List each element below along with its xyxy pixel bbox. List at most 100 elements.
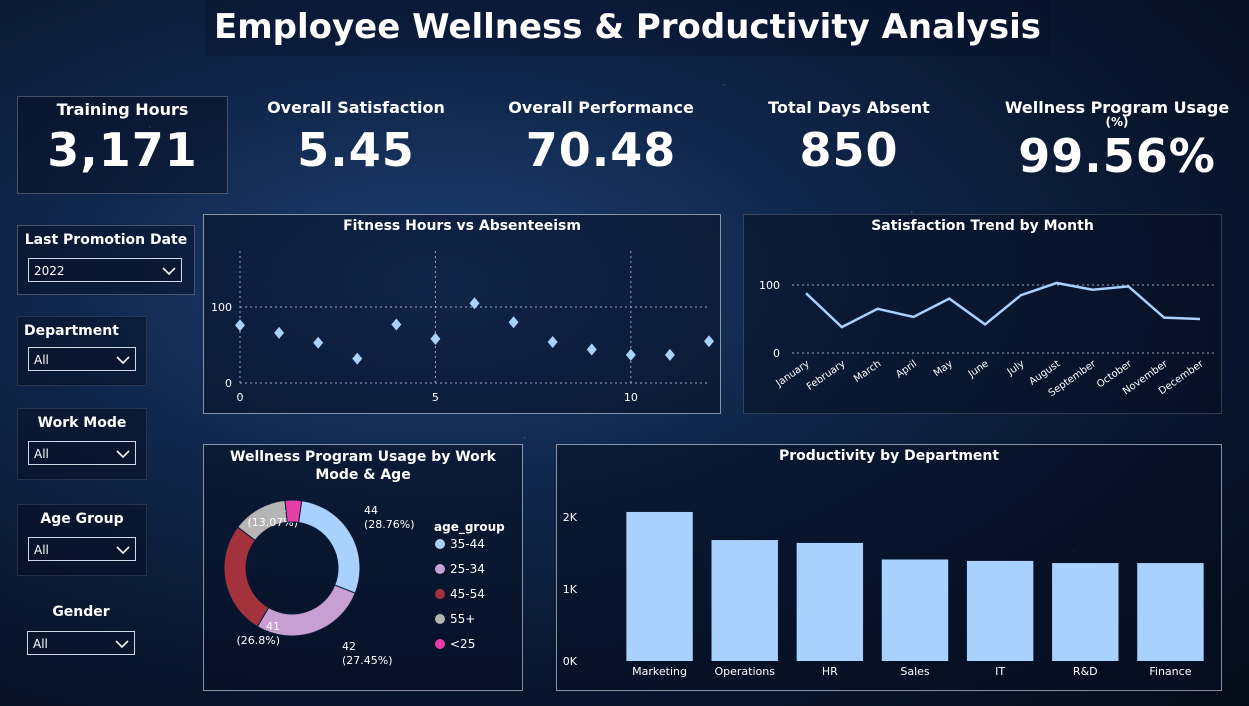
filter-label: Last Promotion Date xyxy=(24,232,188,248)
filter-department: Department All xyxy=(17,316,147,386)
legend-swatch xyxy=(435,639,445,649)
filter-work-mode: Work Mode All xyxy=(17,408,147,480)
y-tick-label: 2K xyxy=(563,511,578,524)
filter-label: Department xyxy=(24,323,119,339)
filter-gender: Gender All xyxy=(17,598,145,660)
x-tick-label: Sales xyxy=(900,665,930,678)
chevron-down-icon xyxy=(115,640,129,649)
x-tick-label: July xyxy=(1005,358,1027,378)
scatter-point xyxy=(586,343,597,356)
chevron-down-icon xyxy=(116,546,130,555)
legend-swatch xyxy=(435,589,445,599)
scatter-point xyxy=(352,352,363,365)
scatter-point xyxy=(508,316,519,329)
kpi-value: 3,171 xyxy=(47,123,198,177)
kpi-value: 850 xyxy=(799,123,899,177)
slice-percent-label: (13.07%) xyxy=(247,516,298,529)
legend-label: 35-44 xyxy=(450,537,485,551)
legend-swatch xyxy=(435,614,445,624)
legend-label: 45-54 xyxy=(450,587,485,601)
dropdown-value: All xyxy=(34,543,49,557)
y-tick-label: 0K xyxy=(563,655,578,668)
scatter-point xyxy=(313,336,324,349)
donut-chart: 44(28.76%)42(27.45%)41(26.8%)20(13.07%)a… xyxy=(223,499,505,667)
x-tick-label: June xyxy=(966,358,991,380)
satisfaction-trend-panel: Satisfaction Trend by Month 0 100 January F… xyxy=(743,214,1222,414)
x-tick-label: HR xyxy=(822,665,838,678)
kpi-value: 70.48 xyxy=(525,123,677,177)
kpi-sublabel: (%) xyxy=(1105,115,1129,129)
promotion-date-dropdown[interactable]: 2022 xyxy=(28,258,182,282)
filter-label: Gender xyxy=(52,604,110,620)
bar xyxy=(626,511,693,661)
legend-label: <25 xyxy=(450,637,475,651)
page-title: Employee Wellness & Productivity Analysi… xyxy=(205,0,1050,56)
bar xyxy=(1137,563,1204,661)
scatter-point xyxy=(469,297,480,310)
scatter-point xyxy=(625,348,636,361)
series-line xyxy=(805,281,1201,329)
chart-title: Productivity by Department xyxy=(778,448,1000,464)
bar-chart: 0K 1K 2K Marketing Operations HR Sales IT R&D Fin… xyxy=(563,511,1204,678)
kpi-overall-satisfaction: Overall Satisfaction 5.45 xyxy=(256,96,456,192)
scatter-point xyxy=(235,319,245,332)
y-tick-label: 0 xyxy=(773,347,780,360)
kpi-total-days-absent: Total Days Absent 850 xyxy=(749,96,949,192)
department-dropdown[interactable]: All xyxy=(28,347,136,371)
x-tick-label: March xyxy=(852,358,883,384)
slice-value-label: 42 xyxy=(342,640,356,653)
y-tick-label: 1K xyxy=(563,583,578,596)
scatter-point xyxy=(547,335,558,348)
kpi-label: Overall Satisfaction xyxy=(267,98,445,117)
kpi-value: 5.45 xyxy=(297,123,415,177)
x-tick-label: IT xyxy=(995,665,1005,678)
x-tick-label: May xyxy=(932,358,955,379)
bar xyxy=(711,540,778,661)
dropdown-value: 2022 xyxy=(34,264,65,278)
slice-percent-label: (28.76%) xyxy=(364,518,415,531)
gender-dropdown[interactable]: All xyxy=(27,631,135,655)
chart-title: Fitness Hours vs Absenteeism xyxy=(343,218,581,234)
legend-label: 55+ xyxy=(450,612,475,626)
slice-percent-label: (26.8%) xyxy=(236,634,280,647)
filter-age-group: Age Group All xyxy=(17,504,147,576)
donut-slice xyxy=(284,499,303,524)
filter-label: Work Mode xyxy=(37,415,127,431)
age-group-dropdown[interactable]: All xyxy=(28,537,136,561)
slice-percent-label: (27.45%) xyxy=(342,654,393,667)
scatter-point xyxy=(664,348,675,361)
chevron-down-icon xyxy=(162,267,176,276)
legend-title: age_group xyxy=(434,520,505,535)
fitness-absenteeism-panel: Fitness Hours vs Absenteeism 0 100 0 5 10 xyxy=(203,214,721,414)
bar xyxy=(966,560,1034,661)
legend-label: 25-34 xyxy=(450,562,485,576)
dropdown-value: All xyxy=(33,637,48,651)
y-tick-label: 100 xyxy=(211,301,232,314)
x-tick-label: 5 xyxy=(432,391,439,404)
kpi-label: Overall Performance xyxy=(508,98,694,117)
x-tick-label: Marketing xyxy=(632,665,687,678)
x-tick-label: R&D xyxy=(1073,665,1098,678)
kpi-overall-performance: Overall Performance 70.48 xyxy=(496,96,706,192)
kpi-label: Wellness Program Usage xyxy=(1004,98,1230,117)
bar xyxy=(796,542,864,661)
chevron-down-icon xyxy=(116,356,130,365)
x-tick-label: Finance xyxy=(1149,665,1191,678)
x-tick-label: April xyxy=(894,358,919,380)
slice-value-label: 44 xyxy=(364,504,378,517)
x-tick-label: February xyxy=(805,358,848,392)
kpi-value: 99.56% xyxy=(1018,129,1216,183)
chart-title: Wellness Program Usage by Work Mode & Ag… xyxy=(230,449,496,483)
chevron-down-icon xyxy=(116,450,130,459)
x-tick-label: Operations xyxy=(714,665,775,678)
work-mode-dropdown[interactable]: All xyxy=(28,441,136,465)
kpi-label: Total Days Absent xyxy=(768,98,930,117)
legend-swatch xyxy=(435,539,445,549)
scatter-point xyxy=(430,332,441,345)
x-tick-label: 10 xyxy=(624,391,638,404)
scatter-chart: 0 100 0 5 10 xyxy=(211,251,714,404)
dropdown-value: All xyxy=(34,353,49,367)
donut-slice xyxy=(223,526,270,628)
slice-value-label: 41 xyxy=(266,620,280,633)
